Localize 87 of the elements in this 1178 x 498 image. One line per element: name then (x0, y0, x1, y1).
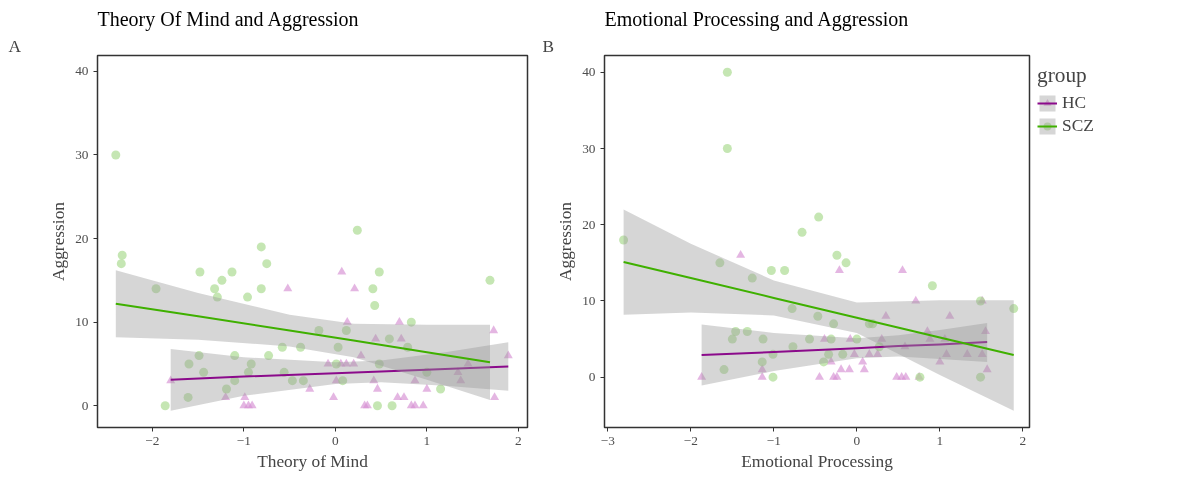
point (859, 364, 869, 373)
line-series (114, 302, 491, 364)
point (111, 150, 121, 160)
text: B (542, 36, 555, 56)
point (256, 284, 266, 294)
point (736, 250, 746, 258)
y-tick-label: 0 (81, 397, 89, 413)
x-tick-label: 2 (1019, 432, 1027, 448)
y-axis-title: Aggression (49, 201, 69, 281)
point (262, 259, 272, 269)
x-tick-label: 0 (853, 432, 861, 448)
x-tick-label: 1 (936, 432, 944, 448)
line-series (622, 261, 1015, 357)
point (841, 258, 851, 268)
point (832, 250, 842, 260)
point (422, 383, 432, 392)
point (227, 267, 237, 277)
point (399, 392, 409, 400)
point (797, 227, 807, 237)
y-tick-label: 30 (582, 140, 596, 156)
x-tick-label: 0 (332, 432, 340, 448)
point (117, 250, 127, 260)
point (264, 351, 274, 361)
x-axis-title: Theory of Mind (257, 451, 369, 471)
point (210, 284, 220, 294)
y-tick-label: 20 (75, 230, 89, 246)
point (329, 392, 339, 400)
y-axis-title: Aggression (556, 201, 576, 281)
point (490, 392, 500, 400)
point (901, 371, 911, 380)
y-tick-label: 40 (75, 63, 89, 79)
text: A (8, 36, 22, 56)
point (352, 225, 362, 235)
line-series (700, 341, 989, 357)
point (766, 265, 776, 275)
point (256, 242, 266, 252)
x-tick-label: −2 (145, 432, 160, 448)
point (368, 284, 378, 294)
y-tick-label: 10 (75, 314, 89, 330)
legend-label: HC (1062, 93, 1087, 113)
legend-title: group (1037, 63, 1088, 88)
point (217, 275, 227, 285)
chart-title: Theory Of Mind and Aggression (97, 7, 359, 31)
y-tick-label: 0 (588, 369, 596, 385)
point (898, 265, 907, 274)
x-tick-label: −2 (683, 432, 698, 448)
point (436, 384, 446, 394)
point (372, 383, 382, 392)
x-tick-label: 1 (423, 432, 431, 448)
chart-title: Emotional Processing and Aggression (604, 7, 909, 31)
point (834, 265, 844, 274)
point (195, 267, 205, 277)
point (780, 265, 790, 275)
y-tick-label: 40 (582, 64, 596, 80)
point (768, 372, 778, 382)
point (858, 356, 868, 365)
point (722, 144, 732, 153)
y-tick-label: 10 (582, 292, 596, 308)
point (116, 259, 126, 269)
point (814, 371, 824, 380)
y-tick-label: 20 (582, 216, 596, 232)
point (374, 267, 384, 277)
legend-label: SCZ (1062, 116, 1094, 136)
point (387, 401, 397, 411)
point (247, 400, 257, 409)
point (489, 325, 499, 334)
x-tick-label: −1 (236, 432, 251, 448)
point (485, 275, 495, 285)
point (814, 212, 824, 222)
point (722, 67, 732, 77)
point (337, 266, 347, 275)
y-tick-label: 30 (75, 146, 89, 162)
point (836, 364, 846, 373)
point (370, 300, 380, 310)
x-axis-title: Emotional Processing (741, 451, 894, 471)
point (418, 400, 428, 409)
x-tick-label: −3 (600, 432, 616, 448)
point (160, 401, 170, 411)
point (243, 292, 253, 302)
point (350, 283, 360, 292)
point (393, 392, 403, 400)
point (927, 281, 937, 291)
x-tick-label: −1 (766, 432, 781, 448)
point (757, 371, 767, 380)
point (372, 401, 382, 411)
x-tick-label: 2 (515, 432, 522, 448)
point (844, 364, 854, 373)
